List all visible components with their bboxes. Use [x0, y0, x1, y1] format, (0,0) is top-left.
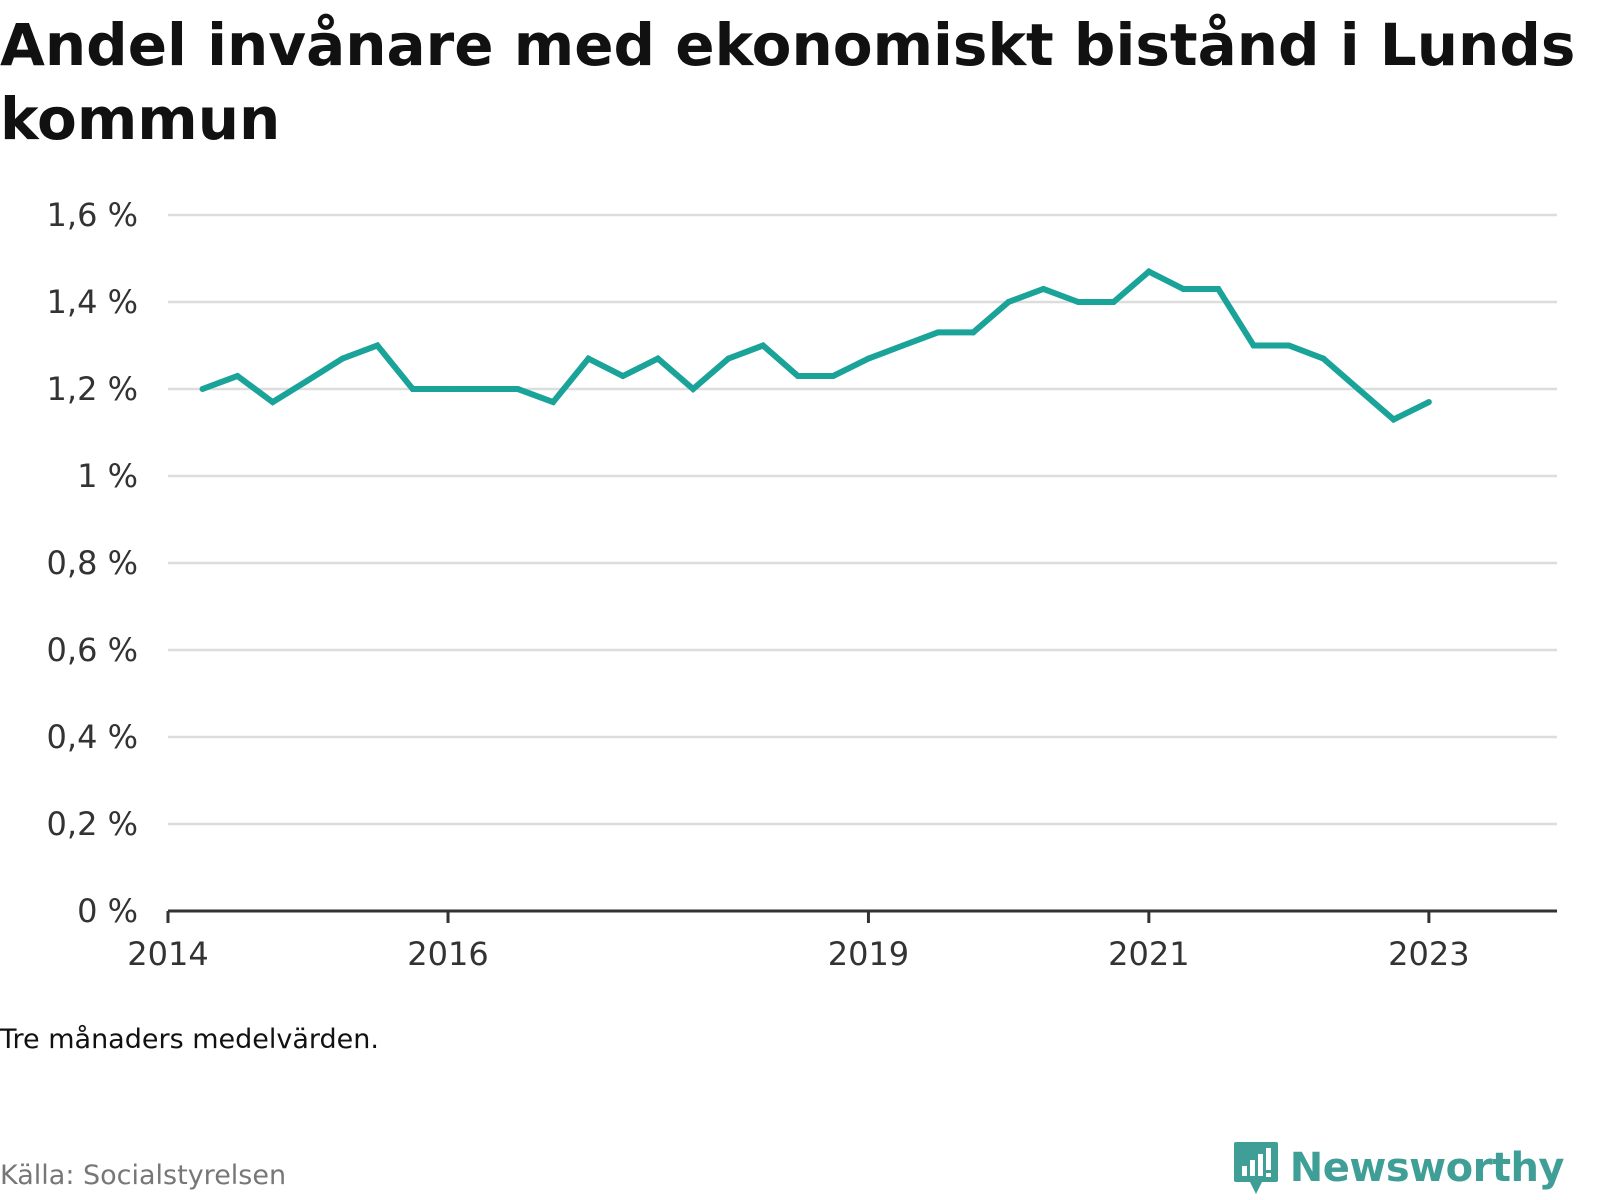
gridlines	[168, 213, 1557, 826]
data-point	[409, 386, 416, 392]
data-point	[550, 399, 557, 406]
data-point	[234, 372, 241, 379]
x-tick-label: 2014	[127, 935, 208, 973]
data-point	[305, 377, 312, 384]
data-point	[374, 342, 381, 349]
y-tick-label: 0,4 %	[47, 718, 138, 756]
x-axis-labels: 2014 2016 2019 2021 2023	[127, 935, 1469, 973]
y-tick-label: 0,2 %	[47, 805, 138, 843]
series-line	[201, 268, 1431, 424]
data-point	[934, 329, 941, 336]
chart-title: Andel invånare med ekonomiskt bistånd i …	[0, 11, 1576, 153]
data-point	[1145, 268, 1152, 275]
data-point	[1425, 399, 1432, 406]
data-point	[269, 399, 276, 406]
y-axis-labels: 0 % 0,2 % 0,4 % 0,6 % 0,8 % 1 % 1,2 % 1,4 % 1,6 …	[47, 196, 138, 930]
x-tick-label: 2019	[828, 935, 909, 973]
y-tick-label: 0,6 %	[47, 631, 138, 669]
data-point	[619, 372, 626, 379]
x-tick-label: 2021	[1108, 935, 1189, 973]
data-point	[690, 386, 697, 392]
y-tick-label: 0 %	[77, 892, 138, 930]
data-point	[1180, 285, 1187, 292]
data-point	[1250, 342, 1257, 349]
newsworthy-brand: Newsworthy	[1232, 1140, 1565, 1196]
data-point	[1320, 355, 1327, 362]
chart-note: Tre månaders medelvärden.	[0, 1024, 379, 1055]
data-point	[339, 355, 346, 362]
data-point	[1110, 299, 1117, 305]
y-tick-label: 0,8 %	[47, 544, 138, 582]
data-point	[759, 342, 766, 349]
data-point	[1215, 285, 1222, 292]
y-tick-label: 1,6 %	[47, 196, 138, 234]
data-point	[899, 342, 906, 349]
newsworthy-bar-chart-icon	[1233, 1142, 1278, 1194]
data-point	[1005, 299, 1012, 305]
data-point	[794, 372, 801, 379]
y-tick-label: 1 %	[77, 457, 138, 495]
x-axis-ticks	[166, 911, 1431, 923]
data-point	[725, 355, 732, 362]
data-point	[585, 355, 592, 362]
data-point	[1075, 299, 1082, 305]
data-point	[1390, 416, 1397, 423]
x-tick-label: 2016	[407, 935, 488, 973]
x-tick-label: 2023	[1388, 935, 1469, 973]
series-layer	[199, 268, 1432, 424]
data-point	[1285, 342, 1292, 349]
data-point	[1355, 386, 1362, 392]
data-point	[830, 372, 837, 379]
y-tick-label: 1,2 %	[47, 370, 138, 408]
data-point	[514, 386, 521, 392]
y-tick-label: 1,4 %	[47, 283, 138, 321]
data-point	[479, 386, 486, 392]
source-credit: Källa: Socialstyrelsen	[0, 1160, 287, 1191]
chart-plot: 0 % 0,2 % 0,4 % 0,6 % 0,8 % 1 % 1,2 % 1,4 % 1,6 …	[47, 196, 1557, 973]
data-point	[970, 329, 977, 336]
data-point	[445, 386, 452, 392]
data-point	[199, 386, 206, 392]
data-point	[1040, 285, 1047, 292]
data-point	[654, 355, 661, 362]
data-point	[865, 355, 872, 362]
brand-name: Newsworthy	[1289, 1145, 1565, 1191]
